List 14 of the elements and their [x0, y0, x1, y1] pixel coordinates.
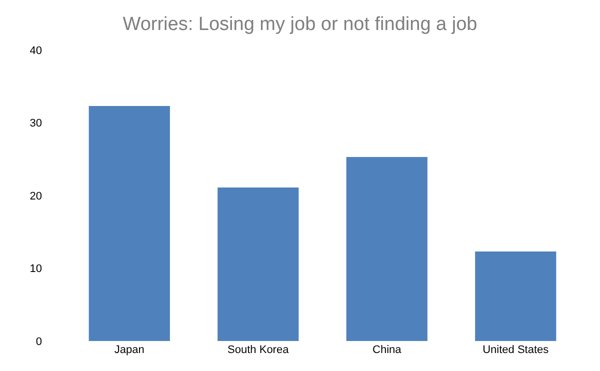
chart-title: Worries: Losing my job or not finding a job — [122, 14, 478, 35]
x-tick-label: United States — [482, 344, 550, 356]
bar — [218, 188, 299, 341]
y-tick-label: 30 — [30, 118, 42, 130]
y-tick-label: 20 — [30, 190, 42, 202]
y-tick-label: 40 — [30, 44, 42, 57]
bar — [88, 106, 170, 341]
x-tick-label: South Korea — [228, 344, 290, 356]
y-tick-label: 0 — [36, 336, 42, 348]
x-tick-label: Japan — [114, 344, 144, 356]
bar — [346, 156, 428, 341]
y-tick-label: 10 — [30, 263, 42, 276]
x-tick-label: China — [372, 344, 402, 356]
bar — [475, 252, 556, 341]
